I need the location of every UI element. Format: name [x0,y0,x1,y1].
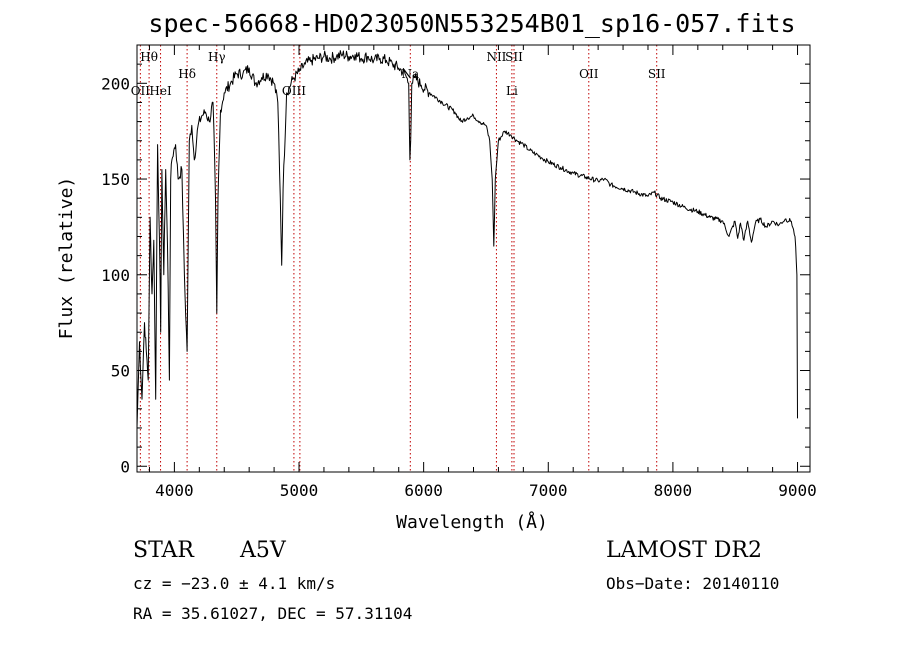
x-tick-label: 7000 [529,481,568,500]
y-axis: 0 50 100 150 200 [101,63,810,476]
chart-title: spec-56668-HD023050N553254B01_sp16-057.f… [148,9,795,38]
y-axis-label: Flux (relative) [56,177,77,340]
x-tick-label: 9000 [778,481,817,500]
y-tick-label: 150 [101,170,130,189]
spectrum-line [136,50,798,429]
spectrum-series [136,50,798,429]
plot-frame [136,44,811,473]
line-marker-label: SII [505,50,523,64]
x-axis-label: Wavelength (Å) [396,511,548,533]
line-marker-label: OIII [282,84,306,98]
x-tick-label: 5000 [280,481,319,500]
line-marker-label: Li [506,84,518,98]
redshift-velocity: cz = −23.0 ± 4.1 km/s [133,574,335,593]
observation-date: Obs−Date: 20140110 [606,574,779,593]
line-marker-label: OII [579,67,599,81]
y-tick-label: 50 [111,362,130,381]
x-tick-label: 6000 [404,481,443,500]
line-marker-label: Hθ [140,50,158,64]
line-marker-label: SII [648,67,666,81]
line-marker-label: OII [131,84,151,98]
line-marker-label: Hγ [208,50,226,64]
object-subclass: A5V [239,538,287,563]
survey-name: LAMOST DR2 [606,538,762,563]
line-marker-label: Hδ [178,67,196,81]
object-class: STAR [133,538,195,563]
x-tick-label: 4000 [155,481,194,500]
info-panel: STAR A5V LAMOST DR2 cz = −23.0 ± 4.1 km/… [133,538,779,623]
y-tick-label: 200 [101,74,130,93]
x-tick-label: 8000 [654,481,693,500]
coordinates: RA = 35.61027, DEC = 57.31104 [133,604,412,623]
y-tick-label: 100 [101,266,130,285]
line-marker-label: HeI [149,84,172,98]
x-axis: 4000 5000 6000 7000 8000 9000 [148,45,817,500]
y-tick-label: 0 [120,457,130,476]
line-marker-label: NII [486,50,506,64]
